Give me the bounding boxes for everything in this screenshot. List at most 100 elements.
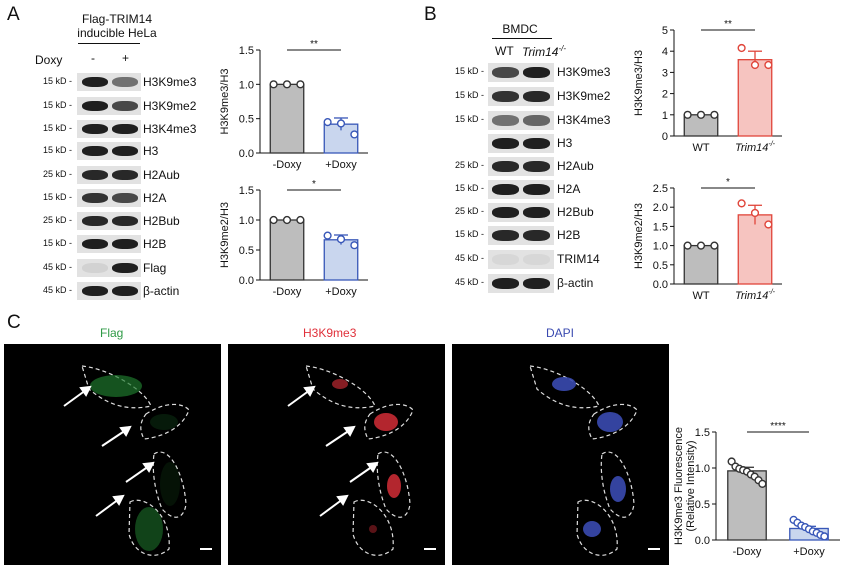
y-tick-label: 0 [662, 131, 668, 143]
blot-band [112, 285, 138, 297]
blot-band [492, 184, 519, 195]
y-tick-label: 2.5 [653, 183, 668, 195]
blot-strip [488, 63, 554, 82]
blot-kd-marker: 25 kD - [42, 169, 72, 179]
significance-mark: **** [770, 421, 786, 432]
blot-kd-marker: 25 kD - [42, 215, 72, 225]
bar [737, 59, 773, 137]
micrograph-h3k9me3 [228, 344, 445, 565]
blot-protein-label: Flag [143, 261, 167, 275]
y-tick-label: 1.0 [239, 215, 254, 227]
doxy-label: Doxy [35, 53, 63, 67]
panel-a-title-rule [78, 43, 140, 44]
data-point [750, 208, 760, 218]
chart-b-bottom: 0.0 0.5 1.0 1.5 2.0 2.5 H3K9me2/H3 WT Trim14-/- * [633, 177, 782, 302]
blot-band [112, 100, 138, 112]
x-tick-label-sup: -/- [768, 141, 775, 148]
panel-a-title: Flag-TRIM14 inducible HeLa [62, 12, 172, 40]
blot-band [492, 138, 519, 149]
bar [269, 83, 305, 154]
blot-kd-marker: 15 kD - [454, 114, 484, 124]
y-tick-label: 0.0 [239, 275, 254, 287]
blot-band [492, 161, 519, 172]
blot-kd-marker: 15 kD - [42, 145, 72, 155]
panel-a-letter: A [7, 4, 20, 25]
blot-protein-label: H2Bub [143, 214, 180, 228]
blot-kd-marker: 25 kD - [454, 160, 484, 170]
blot-band [523, 138, 550, 149]
blot-band [492, 67, 519, 78]
blot-band [82, 262, 108, 274]
y-tick-label: 1.5 [653, 221, 668, 233]
trim14-ko-label: Trim14-/- [522, 44, 566, 59]
blot-strip [77, 142, 141, 160]
x-tick-label: +Doxy [325, 159, 357, 171]
channel-label-flag: Flag [100, 326, 124, 340]
blot-band [112, 76, 138, 88]
y-tick-label: 0.0 [239, 148, 254, 160]
data-point [696, 241, 706, 250]
blot-strip [77, 259, 141, 277]
panel-b-title-rule [492, 38, 552, 39]
blot-kd-marker: 15 kD - [42, 100, 72, 110]
panel-a-title-line2: inducible HeLa [77, 26, 157, 40]
x-tick-label: WT [692, 142, 709, 154]
doxy-minus: - [91, 51, 95, 65]
blot-strip [488, 203, 554, 222]
blot-protein-label: H2Aub [557, 159, 594, 173]
blot-protein-label: H3 [143, 144, 159, 158]
blot-protein-label: H3K9me2 [557, 89, 611, 103]
x-tick-label-sup: -/- [768, 289, 775, 296]
blot-kd-marker: 15 kD - [42, 123, 72, 133]
flag-stain [90, 375, 180, 551]
y-tick-label: 4 [662, 46, 668, 58]
blot-band [82, 192, 108, 204]
data-point [296, 80, 305, 89]
data-point [820, 532, 829, 541]
data-point [758, 479, 767, 488]
blot-strip [488, 157, 554, 176]
y-tick-label: 2 [662, 89, 668, 101]
significance-mark: ** [310, 39, 318, 50]
blot-strip [77, 166, 141, 184]
blot-strip [488, 134, 554, 153]
blot-band [82, 215, 108, 227]
blot-band [112, 123, 138, 135]
data-point [683, 241, 692, 250]
y-axis-label-line: H3K9me3 Fluorescence [673, 427, 685, 545]
blot-band [492, 91, 519, 102]
y-tick-label: 1.5 [695, 427, 710, 439]
data-point [350, 241, 359, 250]
data-point [269, 80, 278, 89]
x-tick-label: Trim14-/- [735, 141, 776, 154]
blot-strip [77, 189, 141, 207]
y-axis-label-line: H3K9me2/H3 [219, 202, 231, 268]
blot-band [492, 207, 519, 218]
cell-outlines [81, 365, 190, 556]
data-point [269, 215, 278, 225]
blot-kd-marker: 15 kD - [454, 90, 484, 100]
trim14-ko-sup: -/- [558, 44, 567, 53]
blot-protein-label: H2A [557, 182, 581, 196]
blot-band [523, 254, 550, 265]
blot-protein-label: TRIM14 [557, 252, 600, 266]
blot-kd-marker: 15 kD - [42, 76, 72, 86]
data-point [710, 110, 719, 119]
panel-a-title-line1: Flag-TRIM14 [81, 12, 152, 26]
blot-strip [77, 235, 141, 253]
blot-band [523, 230, 550, 241]
blot-protein-label: H2Bub [557, 205, 594, 219]
blot-protein-label: H2Aub [143, 168, 180, 182]
y-axis-label: H3K9me3/H3 [633, 50, 645, 116]
data-point [683, 110, 692, 119]
x-tick-label: -Doxy [273, 159, 302, 171]
blot-band [523, 115, 550, 126]
data-point [764, 60, 773, 70]
data-point [282, 215, 292, 225]
blot-band [523, 67, 550, 78]
blot-band [112, 238, 138, 250]
trim14-ko-text: Trim14 [522, 45, 559, 59]
blot-band [112, 145, 138, 157]
chart-b-top: 0 1 2 3 4 5 H3K9me3/H3 WT Trim14-/- ** [633, 19, 782, 154]
blot-protein-label: H2B [557, 228, 581, 242]
